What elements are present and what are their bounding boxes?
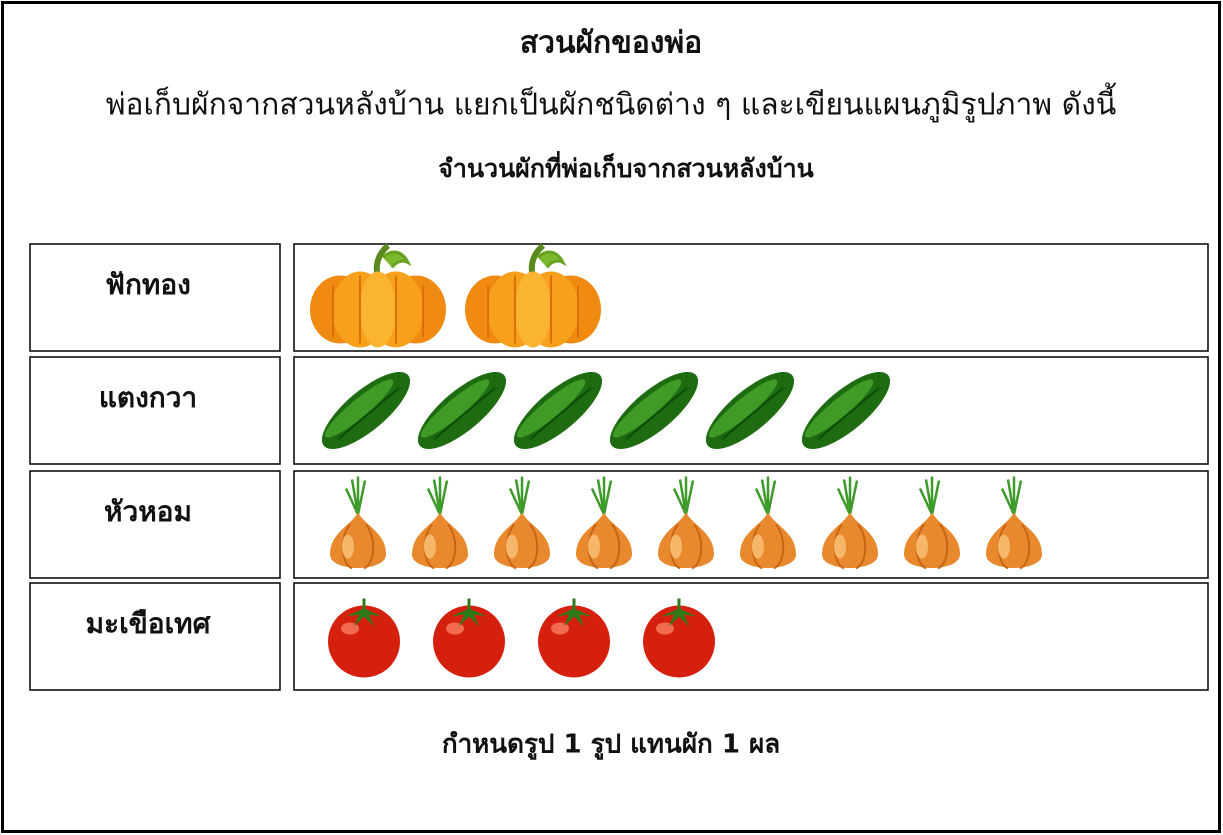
- category-label: ฟักทอง: [105, 268, 191, 301]
- category-box: [29, 470, 281, 579]
- category-label: แตงกวา: [99, 381, 197, 414]
- heading: สวนผักของพ่อ: [520, 26, 702, 61]
- category-box: [29, 582, 281, 691]
- category-label: มะเขือเทศ: [86, 607, 212, 640]
- category-box: [29, 243, 281, 352]
- category-box: [29, 356, 281, 465]
- picture-box: [293, 582, 1209, 691]
- chart-title: จำนวนผักที่พ่อเก็บจากสวนหลังบ้าน: [438, 151, 813, 183]
- category-label: หัวหอม: [104, 495, 192, 528]
- key: กำหนดรูป 1 รูป แทนผัก 1 ผล: [442, 730, 780, 761]
- picture-box: [293, 243, 1209, 352]
- description: พ่อเก็บผักจากสวนหลังบ้าน แยกเป็นผักชนิดต…: [106, 83, 1117, 123]
